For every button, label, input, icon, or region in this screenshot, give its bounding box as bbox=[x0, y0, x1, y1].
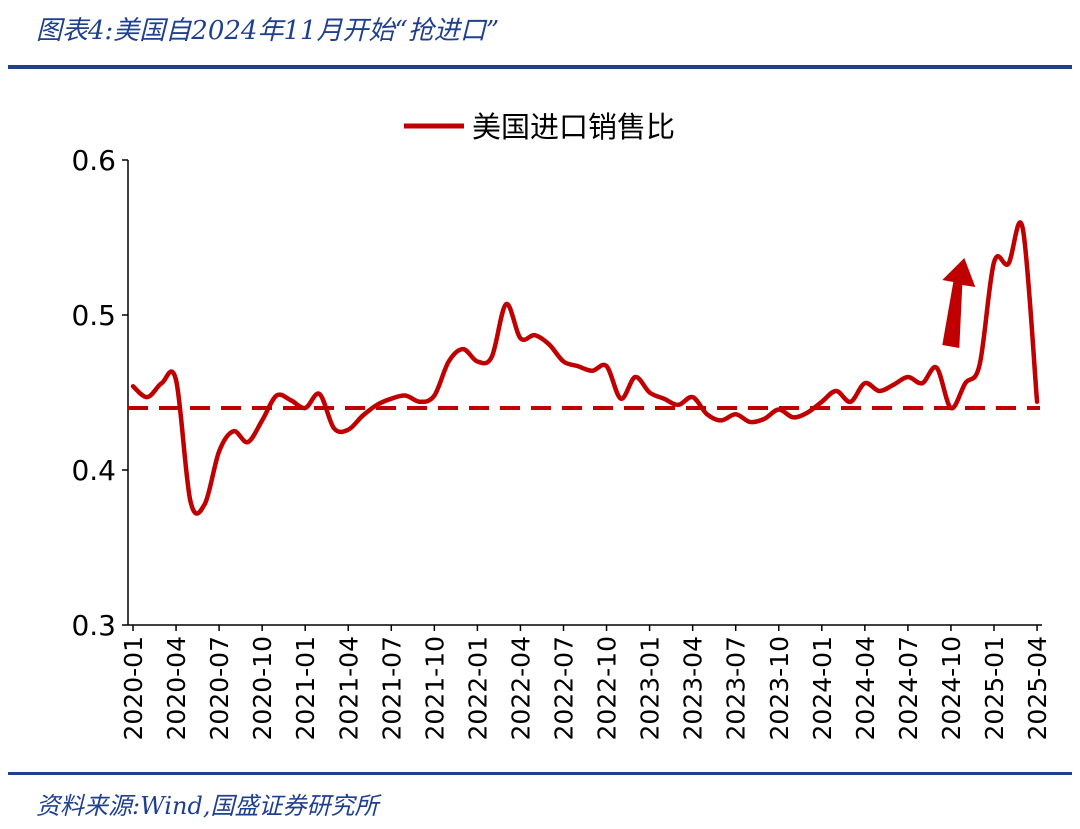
y-tick-label: 0.3 bbox=[71, 609, 116, 642]
series-group bbox=[130, 220, 1040, 516]
x-tick-label: 2020-10 bbox=[248, 636, 277, 740]
x-tick-label: 2024-04 bbox=[851, 636, 880, 740]
legend: 美国进口销售比 bbox=[404, 110, 675, 144]
figure-title: 图表4:美国自2024年11月开始“抢进口” bbox=[36, 16, 500, 46]
top-rule bbox=[8, 65, 1072, 69]
series-line bbox=[130, 220, 1040, 516]
source-note: 资料来源:Wind,国盛证券研究所 bbox=[36, 792, 379, 820]
x-tick-label: 2022-10 bbox=[593, 636, 622, 740]
bottom-rule bbox=[8, 772, 1072, 775]
x-tick-label: 2020-07 bbox=[205, 636, 234, 740]
x-tick-label: 2020-04 bbox=[162, 636, 191, 740]
x-tick-label: 2022-01 bbox=[463, 636, 492, 740]
x-tick-label: 2022-07 bbox=[550, 636, 579, 740]
x-tick-label: 2023-10 bbox=[765, 636, 794, 740]
x-tick-label: 2021-04 bbox=[334, 636, 363, 740]
x-tick-label: 2021-07 bbox=[377, 636, 406, 740]
x-tick-label: 2023-04 bbox=[679, 636, 708, 740]
x-tick-label: 2021-10 bbox=[420, 636, 449, 740]
y-axis-ticks: 0.6 0.5 0.4 0.3 bbox=[71, 144, 128, 642]
x-tick-label: 2024-10 bbox=[937, 636, 966, 740]
x-tick-label: 2023-01 bbox=[636, 636, 665, 740]
y-tick-label: 0.4 bbox=[71, 454, 116, 487]
y-tick-label: 0.5 bbox=[71, 299, 116, 332]
x-tick-label: 2024-01 bbox=[808, 636, 837, 740]
x-tick-label: 2020-01 bbox=[119, 636, 148, 740]
legend-label: 美国进口销售比 bbox=[472, 110, 675, 144]
x-tick-label: 2025-04 bbox=[1023, 636, 1052, 740]
x-axis-ticks: 2020-01 2020-04 2020-07 2020-10 2021-01 2021-… bbox=[119, 625, 1052, 740]
axes bbox=[127, 160, 1042, 626]
y-tick-label: 0.6 bbox=[71, 144, 116, 177]
x-tick-label: 2023-07 bbox=[722, 636, 751, 740]
x-tick-label: 2021-01 bbox=[291, 636, 320, 740]
x-tick-label: 2024-07 bbox=[894, 636, 923, 740]
trend-arrow-group bbox=[942, 258, 976, 348]
up-arrow-icon bbox=[942, 258, 976, 348]
x-tick-label: 2025-01 bbox=[980, 636, 1009, 740]
x-tick-label: 2022-04 bbox=[506, 636, 535, 740]
